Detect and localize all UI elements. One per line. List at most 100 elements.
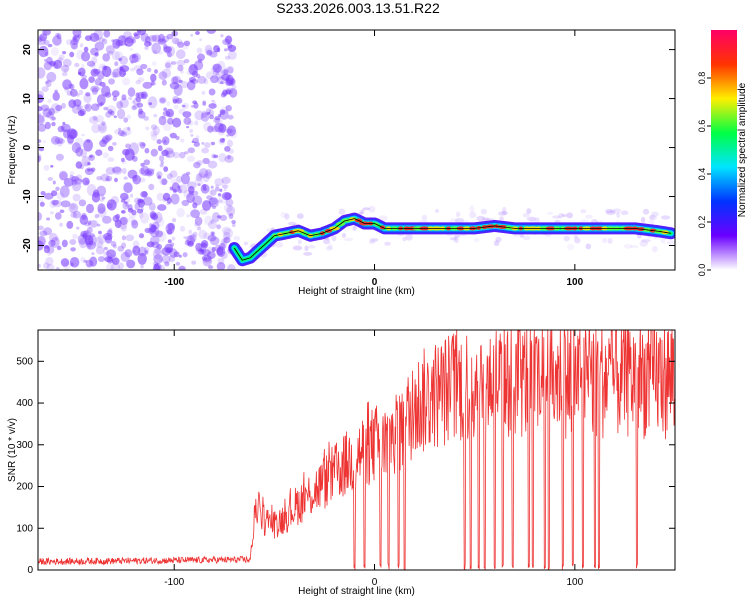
noise-blob bbox=[186, 80, 196, 91]
noise-blob bbox=[46, 71, 57, 83]
noise-blob bbox=[140, 91, 148, 100]
noise-blob bbox=[223, 228, 234, 239]
noise-blob bbox=[225, 198, 234, 207]
noise-blob bbox=[99, 124, 106, 132]
noise-blob bbox=[86, 240, 96, 250]
noise-blob bbox=[195, 247, 204, 254]
noise-blob bbox=[287, 221, 297, 226]
y-tick-label-top: 20 bbox=[22, 44, 33, 56]
noise-blob bbox=[176, 175, 183, 183]
noise-blob bbox=[580, 209, 587, 214]
noise-blob bbox=[203, 174, 210, 183]
noise-blob bbox=[111, 166, 122, 174]
noise-blob bbox=[201, 90, 206, 95]
noise-blob bbox=[121, 210, 126, 214]
noise-blob bbox=[91, 123, 101, 134]
noise-blob bbox=[111, 257, 120, 265]
noise-blob bbox=[167, 113, 174, 119]
noise-blob bbox=[144, 168, 155, 177]
noise-blob bbox=[141, 93, 147, 98]
noise-blob bbox=[196, 73, 201, 79]
noise-blob bbox=[73, 36, 77, 40]
noise-blob bbox=[92, 115, 98, 121]
noise-blob bbox=[182, 102, 189, 110]
noise-blob bbox=[150, 73, 157, 82]
noise-blob bbox=[87, 246, 92, 250]
noise-blob bbox=[163, 107, 168, 112]
noise-blob bbox=[191, 104, 195, 108]
noise-blob bbox=[227, 125, 236, 137]
noise-blob bbox=[122, 31, 133, 40]
noise-blob bbox=[47, 252, 51, 256]
noise-blob bbox=[56, 33, 62, 40]
noise-blob bbox=[68, 83, 74, 89]
noise-blob bbox=[469, 211, 477, 219]
noise-blob bbox=[173, 151, 180, 159]
noise-blob bbox=[116, 65, 125, 75]
noise-blob bbox=[197, 183, 201, 187]
noise-blob bbox=[180, 138, 185, 143]
noise-blob bbox=[661, 215, 671, 220]
noise-blob bbox=[135, 80, 141, 85]
noise-blob bbox=[192, 195, 203, 206]
colorbar-tick-label: 0.6 bbox=[697, 120, 707, 133]
noise-blob bbox=[106, 50, 114, 56]
y-axis-label-top: Frequency (Hz) bbox=[7, 116, 18, 185]
noise-blob bbox=[65, 39, 73, 46]
noise-blob bbox=[94, 213, 100, 219]
noise-blob bbox=[384, 241, 391, 246]
noise-blob bbox=[136, 30, 147, 36]
noise-blob bbox=[75, 147, 83, 157]
noise-blob bbox=[158, 265, 166, 270]
noise-blob bbox=[210, 219, 215, 224]
noise-blob bbox=[198, 229, 207, 240]
y-tick-label-top: 10 bbox=[22, 93, 33, 105]
noise-blob bbox=[144, 148, 150, 154]
noise-blob bbox=[83, 259, 88, 263]
noise-blob bbox=[102, 152, 109, 159]
noise-blob bbox=[217, 193, 222, 197]
noise-blob bbox=[630, 245, 639, 248]
noise-blob bbox=[88, 116, 99, 124]
noise-blob bbox=[208, 197, 218, 205]
noise-blob bbox=[227, 44, 237, 52]
noise-blob bbox=[117, 108, 126, 120]
noise-blob bbox=[207, 125, 214, 133]
noise-blob bbox=[125, 35, 135, 44]
noise-blob bbox=[616, 212, 621, 218]
noise-blob bbox=[44, 58, 48, 62]
noise-blob bbox=[102, 135, 111, 143]
noise-blob bbox=[40, 104, 50, 112]
noise-blob bbox=[148, 183, 155, 191]
noise-blob bbox=[148, 41, 152, 46]
noise-blob bbox=[558, 212, 564, 219]
noise-blob bbox=[47, 98, 52, 104]
noise-blob bbox=[110, 240, 117, 247]
noise-blob bbox=[56, 192, 65, 201]
noise-blob bbox=[325, 245, 333, 251]
noise-blob bbox=[132, 240, 140, 249]
noise-blob bbox=[127, 126, 131, 131]
noise-blob bbox=[535, 217, 540, 224]
noise-blob bbox=[214, 122, 224, 133]
noise-blob bbox=[43, 42, 49, 47]
noise-blob bbox=[161, 178, 168, 186]
noise-blob bbox=[51, 116, 56, 121]
noise-blob bbox=[166, 197, 172, 204]
noise-blob bbox=[455, 211, 461, 218]
y-tick-label-bottom: 0 bbox=[27, 565, 33, 576]
noise-blob bbox=[57, 138, 65, 145]
plot-frame-top bbox=[37, 29, 676, 271]
noise-blob bbox=[143, 247, 150, 253]
noise-blob bbox=[197, 172, 206, 179]
noise-blob bbox=[186, 192, 195, 204]
noise-blob bbox=[421, 214, 428, 221]
noise-blob bbox=[89, 63, 96, 68]
noise-blob bbox=[63, 68, 69, 74]
noise-blob bbox=[98, 87, 102, 90]
noise-blob bbox=[148, 35, 157, 42]
noise-blob bbox=[101, 65, 107, 70]
noise-blob bbox=[122, 77, 131, 86]
noise-blob bbox=[90, 167, 96, 172]
noise-blob bbox=[221, 73, 231, 81]
